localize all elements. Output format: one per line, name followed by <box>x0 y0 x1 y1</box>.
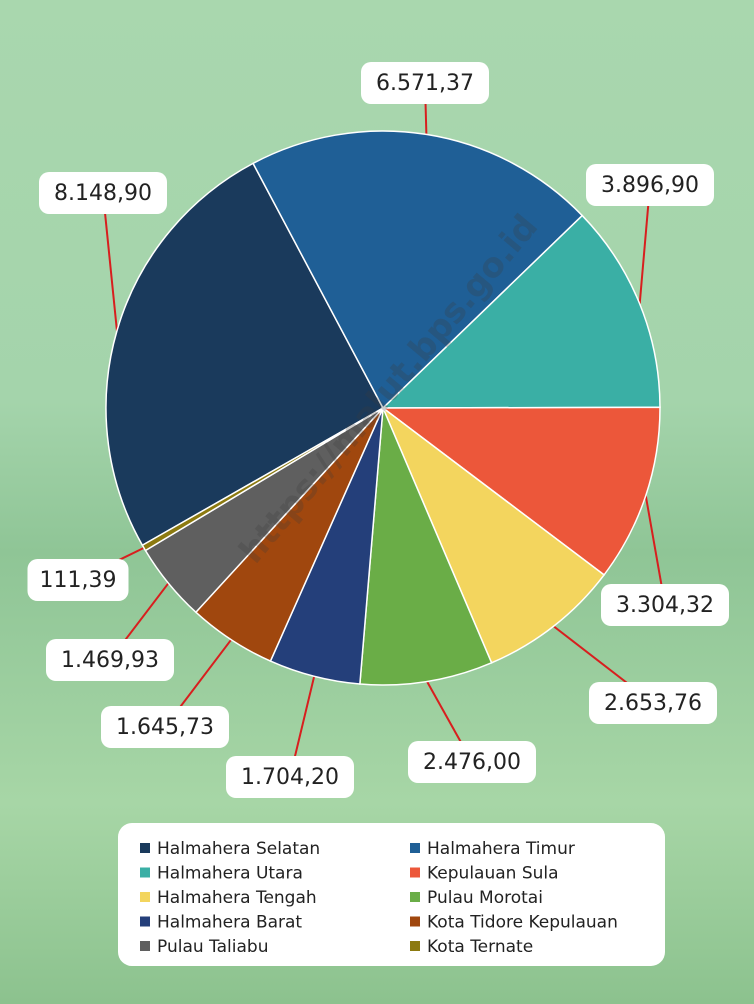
legend-label: Halmahera Timur <box>427 839 575 859</box>
data-label: 1.469,93 <box>61 648 159 673</box>
data-label: 8.148,90 <box>54 181 152 206</box>
legend-swatch <box>410 868 420 878</box>
data-label: 3.304,32 <box>616 593 714 618</box>
legend-label: Kepulauan Sula <box>427 864 559 884</box>
legend-label: Halmahera Utara <box>157 864 303 884</box>
legend-label: Halmahera Barat <box>157 913 302 933</box>
legend-swatch <box>140 892 150 902</box>
legend-label: Halmahera Selatan <box>157 839 320 859</box>
legend-label: Kota Tidore Kepulauan <box>427 913 618 933</box>
legend-swatch <box>410 892 420 902</box>
legend-swatch <box>410 843 420 853</box>
legend-swatch <box>410 941 420 951</box>
data-label: 111,39 <box>40 568 117 593</box>
legend-label: Kota Ternate <box>427 937 533 957</box>
chart: 8.148,90 6.571,37 3.896,90 3.304,32 2.653,76… <box>0 0 754 1004</box>
data-label: 1.704,20 <box>241 765 339 790</box>
legend-swatch <box>410 917 420 927</box>
data-label: 2.476,00 <box>423 750 521 775</box>
data-label: 1.645,73 <box>116 715 214 740</box>
legend-swatch <box>140 917 150 927</box>
legend-label: Pulau Taliabu <box>157 937 268 957</box>
legend-swatch <box>140 868 150 878</box>
legend-swatch <box>140 941 150 951</box>
data-label: 6.571,37 <box>376 71 474 96</box>
legend-label: Halmahera Tengah <box>157 888 317 908</box>
data-label: 3.896,90 <box>601 173 699 198</box>
legend-label: Pulau Morotai <box>427 888 543 908</box>
data-label: 2.653,76 <box>604 691 702 716</box>
legend-swatch <box>140 843 150 853</box>
